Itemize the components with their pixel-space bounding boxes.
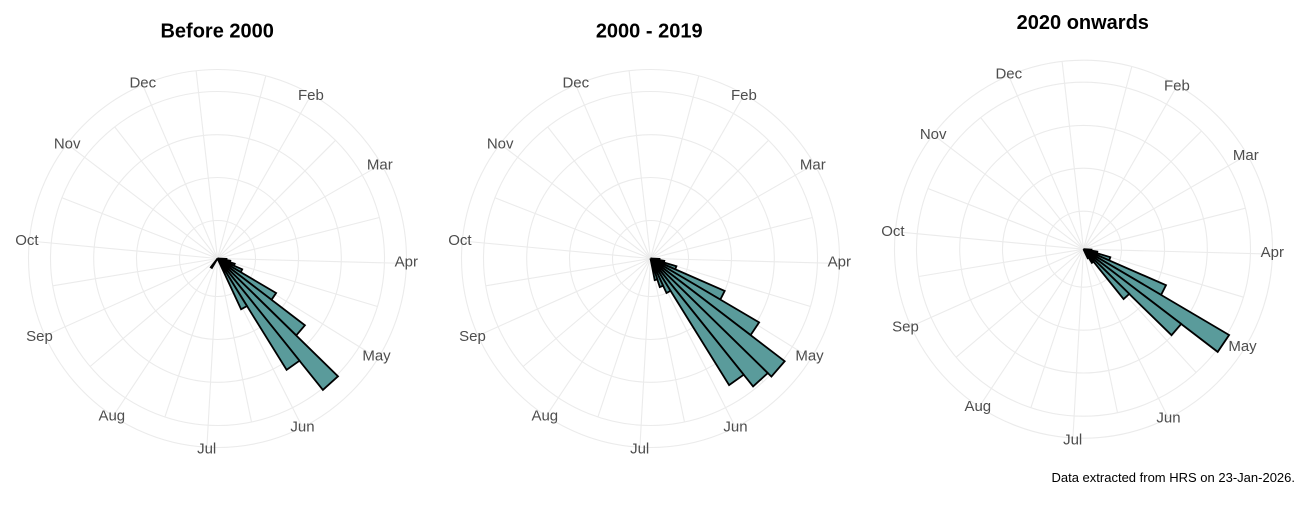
svg-text:Jun: Jun xyxy=(1156,409,1180,426)
svg-text:Dec: Dec xyxy=(562,75,589,92)
svg-text:Aug: Aug xyxy=(98,408,125,425)
svg-text:Jun: Jun xyxy=(723,419,747,436)
svg-text:Nov: Nov xyxy=(920,126,947,143)
svg-text:2000 - 2019: 2000 - 2019 xyxy=(596,21,703,43)
svg-text:Oct: Oct xyxy=(448,232,472,249)
svg-text:Feb: Feb xyxy=(1164,78,1190,95)
svg-text:Feb: Feb xyxy=(731,87,757,104)
svg-text:Aug: Aug xyxy=(531,408,558,425)
svg-text:Apr: Apr xyxy=(828,253,851,270)
svg-text:Dec: Dec xyxy=(129,75,156,92)
svg-text:Mar: Mar xyxy=(1233,147,1259,164)
svg-text:Aug: Aug xyxy=(964,398,991,415)
svg-text:Sep: Sep xyxy=(892,319,919,336)
svg-text:Jun: Jun xyxy=(290,419,314,436)
svg-text:Jul: Jul xyxy=(1063,431,1082,448)
svg-text:Apr: Apr xyxy=(395,253,418,270)
svg-text:Mar: Mar xyxy=(800,157,826,174)
svg-text:May: May xyxy=(1228,338,1257,355)
svg-text:May: May xyxy=(362,348,391,365)
svg-text:Sep: Sep xyxy=(26,328,53,345)
svg-text:Jul: Jul xyxy=(630,441,649,458)
svg-text:May: May xyxy=(795,348,824,365)
svg-text:Oct: Oct xyxy=(881,223,905,240)
svg-text:Apr: Apr xyxy=(1261,244,1284,261)
svg-text:Feb: Feb xyxy=(298,87,324,104)
svg-text:Nov: Nov xyxy=(487,136,514,153)
svg-text:Data extracted from HRS on 23-: Data extracted from HRS on 23-Jan-2026. xyxy=(1051,470,1295,485)
svg-text:Dec: Dec xyxy=(995,65,1022,82)
svg-text:Jul: Jul xyxy=(197,441,216,458)
svg-text:Sep: Sep xyxy=(459,328,486,345)
svg-text:Before 2000: Before 2000 xyxy=(160,21,273,43)
svg-text:Nov: Nov xyxy=(54,136,81,153)
svg-text:2020 onwards: 2020 onwards xyxy=(1017,12,1149,34)
svg-text:Oct: Oct xyxy=(15,232,39,249)
svg-text:Mar: Mar xyxy=(367,157,393,174)
